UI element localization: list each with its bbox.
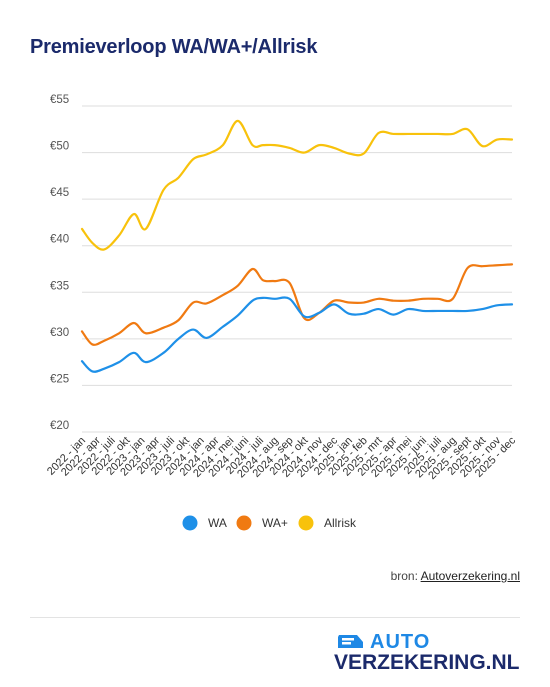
brand-logo[interactable]: AUTO VERZEKERING.NL — [334, 631, 524, 675]
legend-label: WA+ — [262, 516, 288, 530]
legend-label: WA — [208, 516, 227, 530]
legend-marker — [182, 515, 198, 531]
y-tick-label: €20 — [50, 420, 69, 432]
source-link[interactable]: Autoverzekering.nl — [420, 569, 520, 583]
y-tick-label: €35 — [50, 280, 69, 292]
series-line-wa — [80, 263, 514, 346]
series-line-allrisk — [80, 119, 514, 251]
footer-divider — [30, 617, 520, 618]
y-tick-label: €40 — [50, 234, 69, 246]
car-logo-icon — [338, 635, 363, 648]
gridlines — [82, 105, 512, 433]
y-tick-label: €50 — [50, 141, 69, 153]
legend-marker — [298, 515, 314, 531]
legend-label: Allrisk — [324, 516, 357, 530]
logo-line-2: VERZEKERING.NL — [334, 651, 520, 674]
legend: WA WA+ Allrisk — [182, 515, 357, 531]
source-prefix: bron: — [390, 569, 421, 583]
series-line-wa — [80, 296, 514, 373]
chart-title: Premieverloop WA/WA+/Allrisk — [30, 36, 318, 58]
line-chart: €20 €25 €30 €35 €40 €45 €50 €55 2022 - jan2022 … — [45, 94, 518, 531]
y-tick-label: €25 — [50, 373, 69, 385]
legend-marker — [236, 515, 252, 531]
logo-line-1: AUTO — [370, 631, 431, 653]
y-tick-label: €45 — [50, 187, 69, 199]
series-lines — [80, 119, 514, 373]
source-note: bron: Autoverzekering.nl — [391, 569, 520, 583]
y-tick-label: €30 — [50, 327, 69, 339]
y-axis-ticks: €20 €25 €30 €35 €40 €45 €50 €55 — [50, 94, 69, 432]
y-tick-label: €55 — [50, 94, 69, 106]
